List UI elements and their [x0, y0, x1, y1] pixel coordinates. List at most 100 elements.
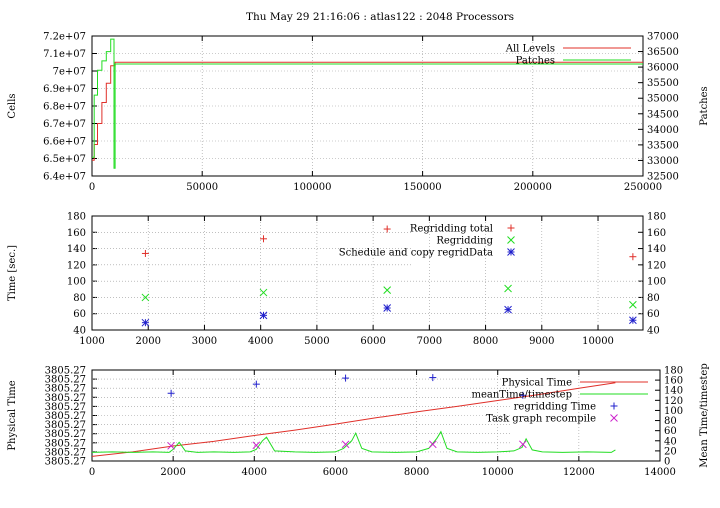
y-tick-label: 6.7e+07 — [43, 119, 86, 130]
data-point-star-stroke — [629, 316, 637, 325]
data-point-cross — [629, 300, 637, 309]
y-tick-label: 6.8e+07 — [43, 102, 86, 113]
y-tick-label: 3805.27 — [45, 429, 86, 440]
legend-task-graph-recompile-label: Task graph recompile — [486, 414, 596, 425]
y2-tick-label: 160 — [664, 376, 683, 387]
y-tick-label: 3805.27 — [45, 447, 86, 458]
y2-tick-label: 60 — [647, 309, 660, 320]
y2-tick-label: 100 — [664, 406, 683, 417]
data-point-task-graph-recompile — [519, 440, 527, 449]
data-point-task-graph-recompile-stroke — [519, 440, 527, 449]
data-point-regridding-time — [167, 389, 175, 397]
y2-tick-label: 36500 — [647, 47, 679, 58]
legend-mean-time-label: meanTime/timestep — [471, 390, 572, 401]
data-point-regridding-time — [519, 391, 527, 399]
data-point-cross — [383, 286, 392, 294]
y2-tick-label: 35500 — [647, 78, 679, 89]
data-point-star — [141, 318, 150, 327]
data-point-plus — [383, 225, 391, 233]
y2-tick-label: 34500 — [647, 109, 679, 120]
legend-series-0-label: Regridding total — [410, 224, 493, 235]
data-point-cross-stroke — [383, 286, 392, 294]
y-tick-label: 160 — [67, 228, 86, 239]
y-tick-label: 120 — [67, 260, 86, 271]
plot-frame-2 — [91, 215, 644, 331]
data-point-task-graph-recompile-stroke — [341, 440, 350, 449]
y-tick-label: 40 — [73, 326, 86, 337]
y2-tick-label: 160 — [647, 228, 666, 239]
data-point-task-graph-recompile — [341, 440, 350, 449]
x-tick-label: 8000 — [404, 467, 429, 478]
data-point-task-graph-recompile — [167, 441, 175, 450]
x-tick-label: 6000 — [323, 467, 348, 478]
y-tick-label: 7.2e+07 — [43, 32, 86, 43]
data-point-star — [504, 305, 512, 314]
data-point-cross-stroke — [629, 300, 637, 309]
y2-tick-label: 80 — [647, 293, 660, 304]
data-point-cross — [504, 284, 512, 293]
legend-series-2-label: Schedule and copy regridData — [339, 248, 493, 259]
x-tick-label: 150000 — [404, 182, 442, 193]
x-tick-label: 2000 — [160, 467, 185, 478]
data-point-task-graph-recompile — [252, 441, 261, 450]
x-tick-label: 250000 — [624, 182, 662, 193]
y-tick-label: 3805.27 — [45, 366, 86, 377]
data-point-cross-stroke — [141, 293, 150, 302]
x-tick-label: 200000 — [514, 182, 552, 193]
y-tick-label: 180 — [67, 212, 86, 223]
data-point-star-stroke — [141, 318, 150, 327]
x-tick-label: 100000 — [293, 182, 331, 193]
x-tick-label: 0 — [89, 182, 95, 193]
y-tick-label: 60 — [73, 309, 86, 320]
y-tick-label: 7.1e+07 — [43, 49, 86, 60]
data-point-regridding-time — [342, 374, 350, 382]
y2-axis-label: Mean Time/timestep — [699, 363, 710, 467]
y2-tick-label: 33000 — [647, 156, 679, 167]
y2-tick-label: 35000 — [647, 94, 679, 105]
x-tick-label: 7000 — [417, 336, 442, 347]
y2-tick-label: 140 — [647, 244, 666, 255]
legend-regridding-time-swatch — [610, 402, 618, 410]
x-tick-label: 9000 — [529, 336, 554, 347]
series-line-physical-time — [91, 382, 616, 457]
legend-series-2-swatch-stroke — [507, 248, 515, 256]
data-point-task-graph-recompile-stroke — [428, 440, 437, 449]
data-point-plus — [141, 249, 149, 257]
y2-tick-label: 180 — [664, 366, 683, 377]
data-point-cross-stroke — [504, 284, 512, 293]
y-axis-label: Physical Time — [7, 380, 18, 450]
y2-tick-label: 100 — [647, 277, 666, 288]
y-tick-label: 3805.27 — [45, 393, 86, 404]
legend-physical-time-label: Physical Time — [502, 378, 572, 389]
data-point-star-stroke — [383, 304, 392, 312]
y2-tick-label: 120 — [647, 260, 666, 271]
y-tick-label: 3805.27 — [45, 402, 86, 413]
x-tick-label: 12000 — [563, 467, 595, 478]
data-point-star — [259, 311, 268, 320]
data-point-star-stroke — [259, 311, 268, 320]
y2-tick-label: 80 — [664, 416, 677, 427]
y2-tick-label: 33500 — [647, 140, 679, 151]
data-point-task-graph-recompile — [428, 440, 437, 449]
x-tick-label: 0 — [89, 467, 95, 478]
x-tick-label: 8000 — [473, 336, 498, 347]
legend-all-levels-label: All Levels — [505, 44, 555, 55]
data-point-cross — [259, 288, 268, 297]
y-tick-label: 6.9e+07 — [43, 84, 86, 95]
y-tick-label: 7e+07 — [53, 67, 86, 78]
x-tick-label: 4000 — [248, 336, 273, 347]
y-tick-label: 6.6e+07 — [43, 137, 86, 148]
y2-tick-label: 0 — [664, 457, 670, 468]
y-tick-label: 3805.27 — [45, 384, 86, 395]
legend-series-1-label: Regridding — [436, 236, 493, 247]
series-line-mean-time — [91, 430, 616, 453]
data-point-star-stroke — [504, 305, 512, 314]
x-tick-label: 50000 — [186, 182, 218, 193]
legend-regridding-time-label: regridding Time — [514, 402, 596, 413]
data-point-regridding-time — [429, 374, 437, 382]
data-point-star — [383, 304, 392, 312]
y2-tick-label: 36000 — [647, 63, 679, 74]
x-tick-label: 4000 — [242, 467, 267, 478]
data-point-cross — [141, 293, 150, 302]
